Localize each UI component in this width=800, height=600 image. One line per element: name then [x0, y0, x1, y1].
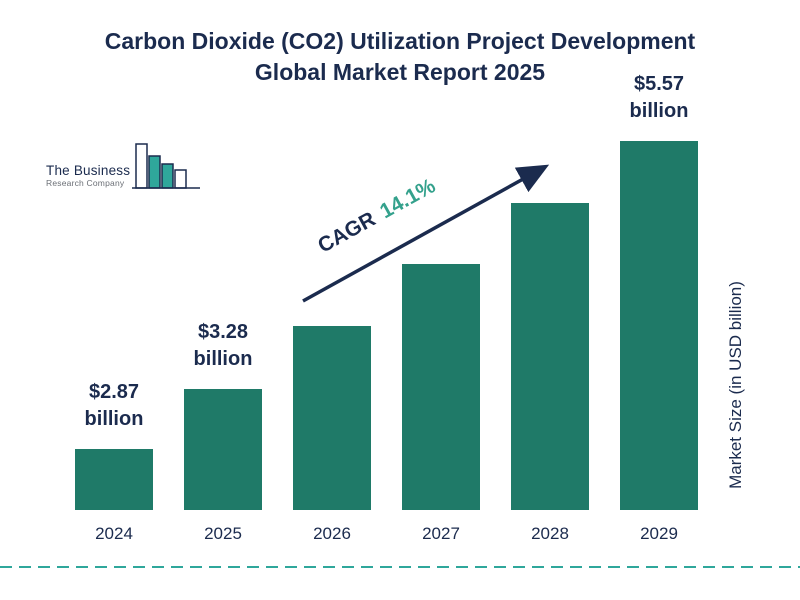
bar-2024 — [75, 449, 153, 510]
bar-2028 — [511, 203, 589, 510]
bar-column-2027: 2027 — [402, 264, 480, 546]
x-tick-2025: 2025 — [204, 524, 242, 543]
bar-2026 — [293, 326, 371, 510]
bottom-dashed-divider — [0, 566, 800, 568]
x-tick-2026: 2026 — [313, 524, 351, 543]
title-line-1: Carbon Dioxide (CO2) Utilization Project… — [104, 28, 696, 54]
bar-value-label-2029: $5.57 billion — [629, 73, 689, 122]
logo-text: The Business Research Company — [46, 163, 130, 188]
x-tick-2027: 2027 — [422, 524, 460, 543]
bars: $2.87 billion 2024 $3.28 billion 2025 2026 2027… — [75, 71, 698, 546]
company-logo: The Business Research Company — [46, 138, 202, 196]
page-title: Carbon Dioxide (CO2) Utilization Project… — [0, 26, 800, 88]
y-axis-label: Market Size (in USD billion) — [726, 281, 745, 489]
x-tick-2029: 2029 — [640, 524, 678, 543]
x-tick-2024: 2024 — [95, 524, 133, 543]
bar-column-2029: $5.57 billion 2029 — [620, 71, 698, 546]
logo-name: The Business — [46, 163, 131, 178]
bar-value-label-2025: $3.28 billion — [193, 321, 253, 370]
bar-value-label-2024: $2.87 billion — [84, 381, 144, 430]
bar-2027 — [402, 264, 480, 510]
bar-column-2025: $3.28 billion 2025 — [184, 319, 262, 546]
bar-2029 — [620, 141, 698, 510]
bar-2025 — [184, 389, 262, 510]
x-tick-2028: 2028 — [531, 524, 569, 543]
bar-column-2024: $2.87 billion 2024 — [75, 379, 153, 546]
logo-bar-chart-icon — [132, 143, 201, 189]
title-line-2: Global Market Report 2025 — [254, 59, 546, 85]
bar-column-2026: 2026 — [293, 326, 371, 546]
logo-subname: Research Company — [46, 178, 125, 188]
bar-column-2028: 2028 — [511, 203, 589, 546]
